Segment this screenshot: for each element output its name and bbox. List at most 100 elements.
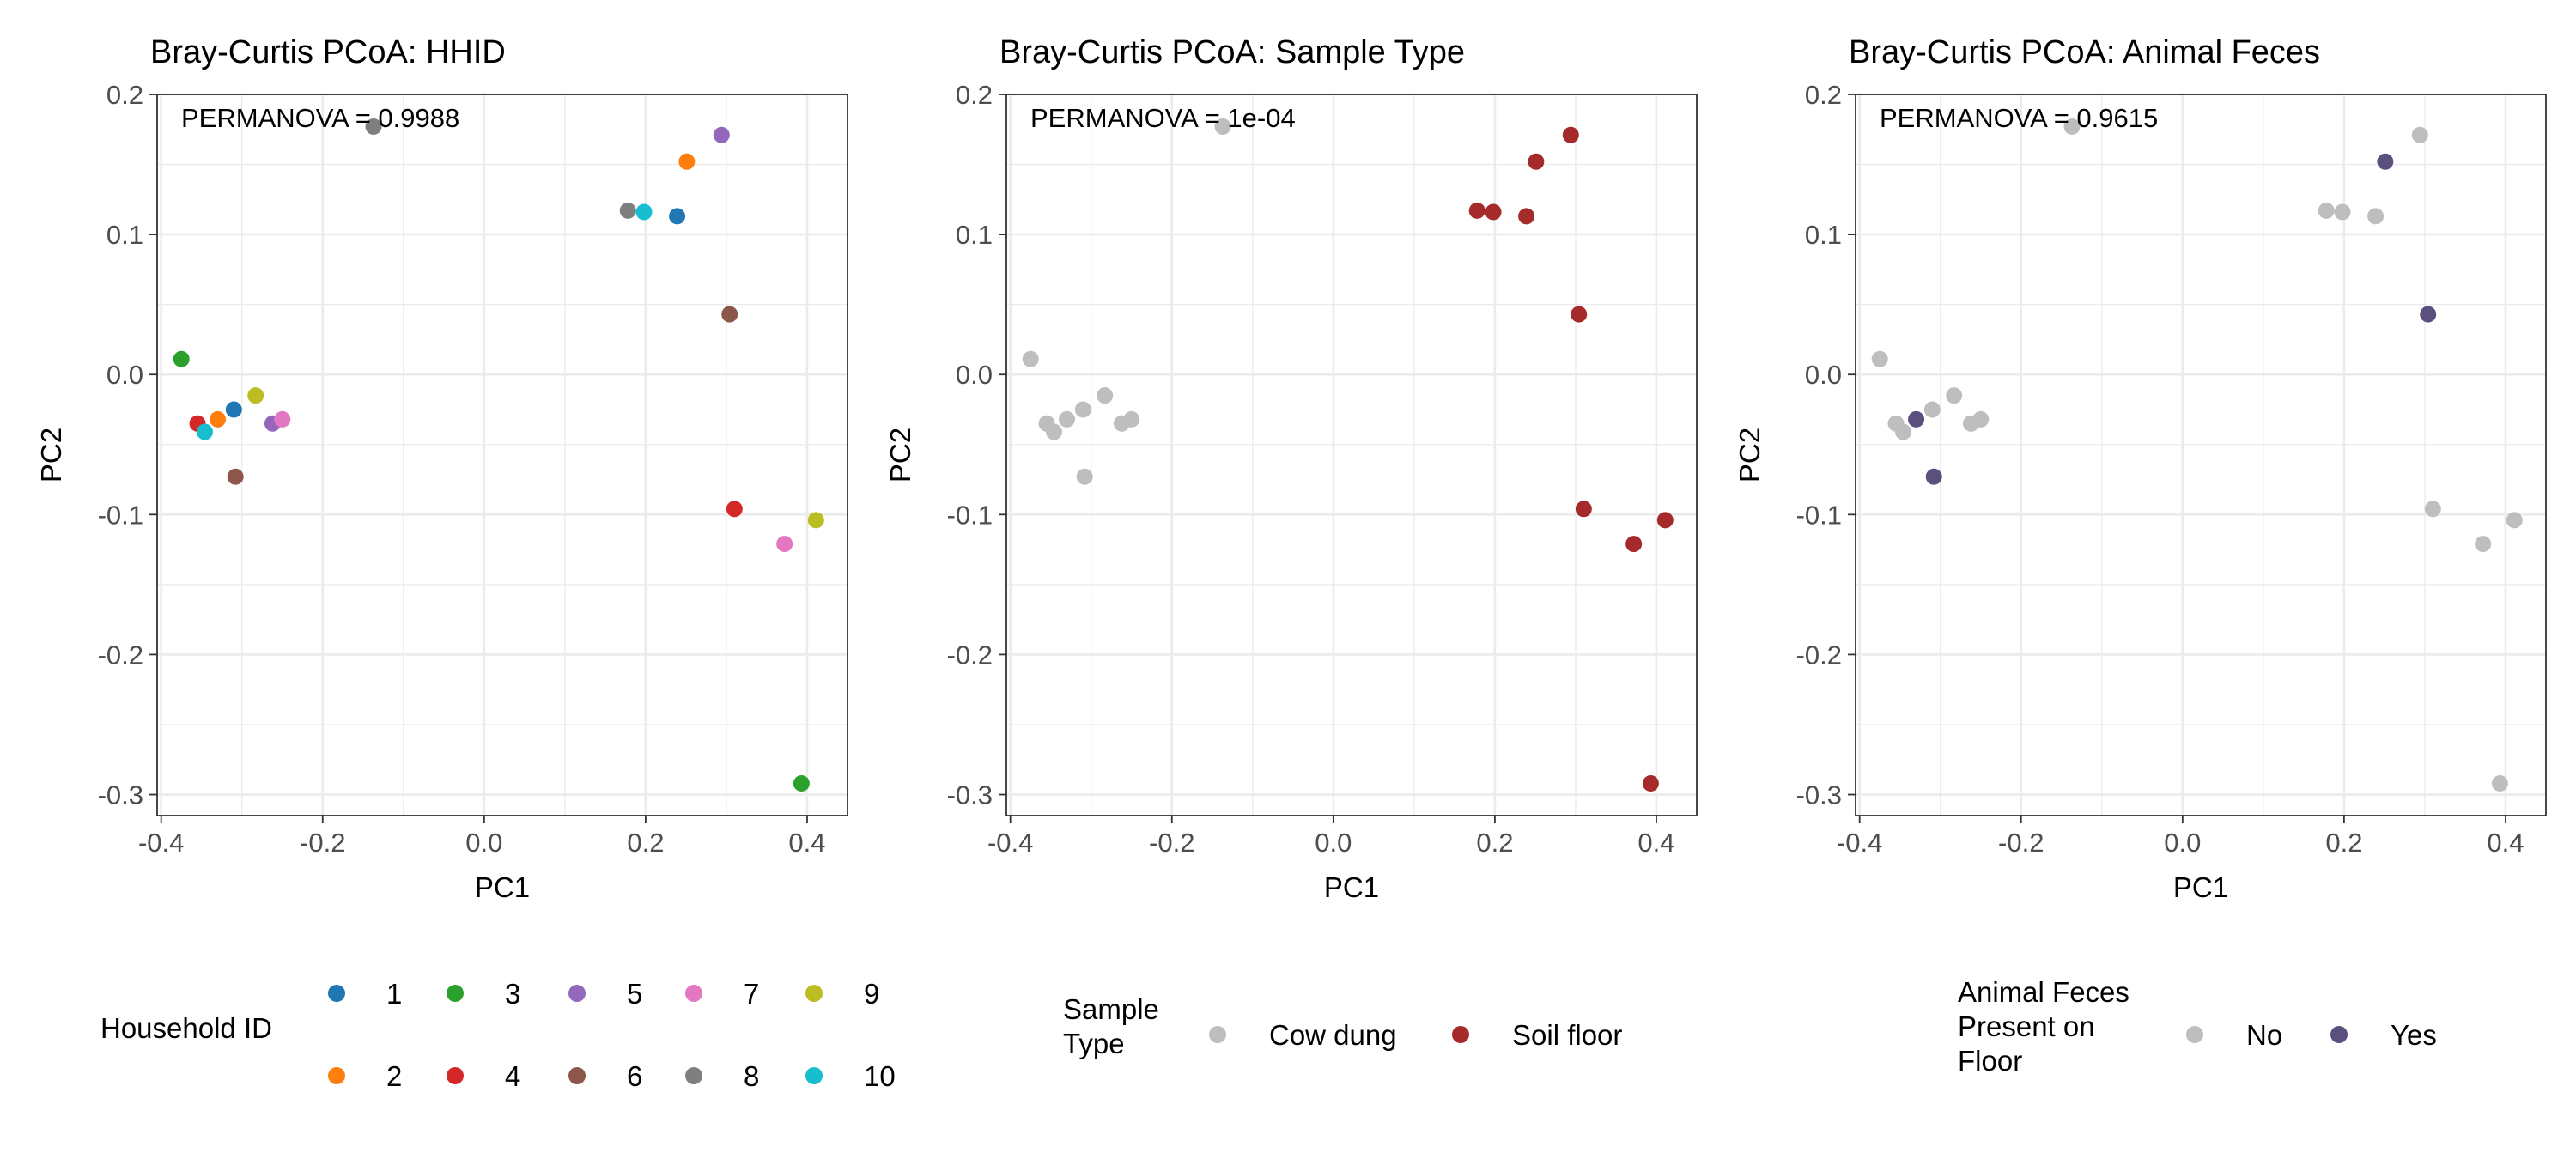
data-point	[1074, 401, 1091, 418]
legend-key	[1452, 1026, 1469, 1043]
legend-key	[1209, 1026, 1226, 1043]
legend-label: 5	[627, 978, 642, 1010]
x-tick-label: -0.2	[1998, 828, 2044, 858]
data-point	[2377, 153, 2394, 170]
x-tick-label: 0.2	[2325, 828, 2362, 858]
chart-title: Bray-Curtis PCoA: Sample Type	[999, 34, 1465, 70]
data-point	[726, 501, 743, 518]
chart-panel-3: PERMANOVA = 0.9615 -0.4 -0.2 0.0 0.2 0.4 -0.3 -…	[1734, 34, 2547, 903]
x-axis-label: PC1	[475, 871, 530, 903]
data-point	[2475, 536, 2492, 553]
legend-label: 8	[744, 1060, 759, 1092]
panel-border	[1855, 94, 2547, 816]
data-point	[713, 126, 730, 143]
data-point	[1946, 387, 1963, 404]
x-tick-label: 0.0	[2164, 828, 2201, 858]
data-point	[173, 350, 190, 367]
legend-label: 1	[386, 978, 402, 1010]
y-tick-label: -0.3	[98, 780, 143, 810]
data-point	[1908, 410, 1925, 428]
legend-key	[568, 985, 586, 1002]
x-tick-label: -0.4	[1837, 828, 1882, 858]
data-point	[227, 468, 244, 485]
legend-label: 6	[627, 1060, 642, 1092]
legend-key	[685, 985, 702, 1002]
data-point	[1642, 774, 1659, 792]
y-tick-label: 0.1	[106, 220, 143, 250]
legend-key	[328, 985, 345, 1002]
x-tick-label: 0.0	[1315, 828, 1352, 858]
y-tick-label: 0.2	[1805, 80, 1842, 110]
data-point	[1894, 423, 1911, 440]
x-tick-label: 0.4	[788, 828, 825, 858]
data-point	[365, 118, 382, 136]
data-point	[1871, 350, 1888, 367]
chart-title: Bray-Curtis PCoA: Animal Feces	[1849, 34, 2320, 70]
data-point	[2318, 202, 2335, 219]
data-point	[1625, 536, 1643, 553]
legend-title-line: Present on	[1958, 1010, 2095, 1042]
legend-title-line: Sample	[1063, 993, 1159, 1025]
y-tick-label: -0.1	[947, 500, 993, 530]
y-tick-label: 0.2	[106, 80, 143, 110]
legend-label: 3	[505, 978, 520, 1010]
panel-background	[1856, 94, 2546, 816]
legend-2: Sample Type Cow dung Soil floor	[1063, 993, 1622, 1059]
y-tick-label: 0.1	[1805, 220, 1842, 250]
y-tick-label: -0.3	[947, 780, 993, 810]
legend-label: 4	[505, 1060, 520, 1092]
x-tick-label: -0.4	[138, 828, 184, 858]
y-axis-label: PC2	[35, 428, 67, 482]
y-tick-label: -0.2	[947, 640, 993, 670]
x-tick-label: 0.2	[1476, 828, 1513, 858]
data-point	[1045, 423, 1062, 440]
legend-label: 10	[864, 1060, 896, 1092]
data-point	[721, 306, 738, 323]
legend-key	[568, 1067, 586, 1084]
data-point	[196, 423, 213, 440]
legend-key	[447, 985, 464, 1002]
data-point	[1562, 126, 1579, 143]
x-tick-label: -0.2	[300, 828, 345, 858]
x-tick-label: 0.2	[627, 828, 664, 858]
data-point	[1097, 387, 1114, 404]
data-point	[1076, 468, 1093, 485]
chart-title: Bray-Curtis PCoA: HHID	[150, 34, 506, 70]
data-point	[247, 387, 264, 404]
legend-label: Yes	[2391, 1019, 2437, 1051]
y-tick-label: 0.2	[956, 80, 993, 110]
y-tick-label: 0.0	[956, 360, 993, 390]
legend-title: Animal Feces Present on Floor	[1958, 976, 2129, 1077]
x-tick-label: 0.0	[465, 828, 502, 858]
data-point	[1059, 410, 1076, 428]
legend-3: Animal Feces Present on Floor No Yes	[1958, 976, 2437, 1077]
permanova-annotation: PERMANOVA = 1e-04	[1030, 103, 1296, 133]
chart-panel-1: PERMANOVA = 0.9988 -0.4 -0.2 0.0 0.2 0.4 -0.3 -…	[35, 34, 848, 903]
data-point	[2367, 208, 2385, 225]
legend-key	[805, 985, 823, 1002]
data-point	[1972, 410, 1990, 428]
data-point	[619, 202, 636, 219]
y-tick-label: -0.3	[1796, 780, 1842, 810]
data-point	[225, 401, 242, 418]
data-point	[1123, 410, 1140, 428]
x-axis-label: PC1	[2173, 871, 2228, 903]
data-point	[2491, 774, 2508, 792]
x-tick-label: -0.4	[987, 828, 1033, 858]
data-point	[1518, 208, 1535, 225]
legend-key	[805, 1067, 823, 1084]
legend-title-line: Animal Feces	[1958, 976, 2129, 1008]
data-point	[1485, 203, 1502, 221]
y-tick-label: -0.1	[98, 500, 143, 530]
y-tick-label: -0.2	[1796, 640, 1842, 670]
permanova-annotation: PERMANOVA = 0.9615	[1880, 103, 2158, 133]
data-point	[793, 774, 810, 792]
y-tick-label: -0.1	[1796, 500, 1842, 530]
x-axis-label: PC1	[1324, 871, 1379, 903]
y-tick-label: 0.0	[106, 360, 143, 390]
legend-key	[2330, 1026, 2348, 1043]
legend-title-line: Floor	[1958, 1045, 2022, 1077]
y-axis-label: PC2	[884, 428, 916, 482]
data-point	[669, 208, 686, 225]
